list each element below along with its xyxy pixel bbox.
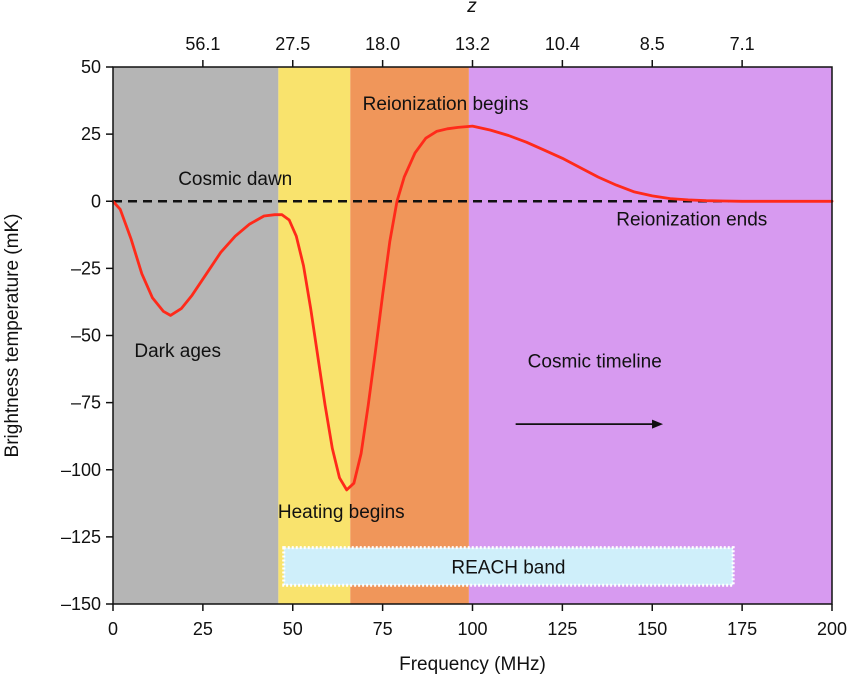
- top-axis-title: z: [466, 0, 477, 17]
- y-tick-label: –100: [61, 460, 101, 480]
- x-tick-label: 125: [547, 619, 577, 639]
- y-tick-label: –75: [71, 393, 101, 413]
- y-tick-label: –125: [61, 527, 101, 547]
- brightness-temperature-line: [111, 124, 834, 492]
- y-tick-label: 50: [81, 57, 101, 77]
- x-tick-label: 175: [727, 619, 757, 639]
- x-tick-label: 200: [817, 619, 847, 639]
- band-heating: [350, 67, 469, 604]
- annotations: Dark ages Cosmic dawn Heating begins Rei…: [134, 94, 767, 523]
- annotation-heating-begins: Heating begins: [278, 502, 405, 523]
- x-tick-label: 100: [457, 619, 487, 639]
- y-axis-title: Brightness temperature (mK): [2, 214, 23, 458]
- y-tick-label: 25: [81, 124, 101, 144]
- top-tick-label: 7.1: [730, 34, 755, 54]
- y-axis: 50 25 0 –25 –50 –75 –100 –125 –150: [61, 57, 113, 614]
- annotation-reionization-begins: Reionization begins: [363, 94, 529, 115]
- band-dark-ages: [113, 67, 279, 604]
- top-tick-label: 56.1: [185, 34, 220, 54]
- y-tick-label: –150: [61, 594, 101, 614]
- annotation-dark-ages: Dark ages: [134, 341, 221, 362]
- reach-band-label: REACH band: [451, 557, 565, 578]
- y-tick-label: 0: [91, 191, 101, 211]
- y-tick-label: –50: [71, 326, 101, 346]
- background-bands: [113, 67, 832, 604]
- y-tick-label: –25: [71, 258, 101, 278]
- top-tick-label: 18.0: [365, 34, 400, 54]
- x-tick-label: 0: [108, 619, 118, 639]
- annotation-reionization-ends: Reionization ends: [616, 209, 767, 230]
- x-axis: 0 25 50 75 100 125 150 175 200: [108, 604, 847, 639]
- x-tick-label: 25: [193, 619, 213, 639]
- top-tick-label: 8.5: [640, 34, 665, 54]
- cosmic-timeline-arrowhead: [652, 419, 664, 429]
- x-axis-title: Frequency (MHz): [399, 654, 546, 675]
- reach-band-group: REACH band: [282, 546, 735, 587]
- top-tick-label: 10.4: [545, 34, 580, 54]
- annotation-cosmic-dawn: Cosmic dawn: [178, 169, 292, 190]
- x-tick-label: 75: [373, 619, 393, 639]
- x-tick-label: 150: [637, 619, 667, 639]
- top-tick-label: 27.5: [275, 34, 310, 54]
- x-tick-label: 50: [283, 619, 303, 639]
- band-reionization: [468, 67, 832, 604]
- annotation-cosmic-timeline: Cosmic timeline: [528, 352, 662, 373]
- reach-band: [282, 546, 735, 587]
- top-tick-label: 13.2: [455, 34, 490, 54]
- top-axis: 56.1 27.5 18.0 13.2 10.4 8.5 7.1: [185, 34, 755, 67]
